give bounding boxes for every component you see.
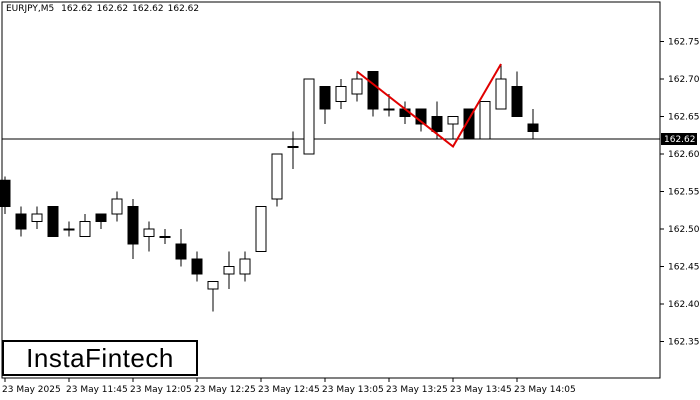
candle-bull bbox=[287, 146, 299, 148]
candle-bull bbox=[351, 78, 363, 95]
ohlc-open: 162.62 bbox=[61, 4, 93, 14]
candle-bull bbox=[111, 198, 123, 215]
candle-bull bbox=[303, 78, 315, 155]
candle-bull bbox=[143, 228, 155, 237]
x-tick-label: 23 May 12:45 bbox=[258, 385, 320, 395]
symbol-label: EURJPY,M5 bbox=[6, 4, 55, 14]
candle-bull bbox=[271, 153, 283, 200]
chart-header: EURJPY,M5 162.62 162.62 162.62 162.62 bbox=[6, 4, 203, 14]
candle-bull bbox=[239, 258, 251, 275]
candle-bear bbox=[511, 86, 523, 117]
ohlc-high: 162.62 bbox=[96, 4, 129, 14]
x-tick-label: 23 May 2025 bbox=[2, 385, 61, 395]
candle-bear bbox=[367, 71, 379, 110]
candle-bear bbox=[175, 243, 187, 260]
candle-bull bbox=[383, 108, 395, 111]
candle-bear bbox=[431, 116, 443, 132]
x-tick-label: 23 May 13:45 bbox=[450, 385, 512, 395]
x-tick-label: 23 May 12:05 bbox=[130, 385, 192, 395]
x-tick-label: 23 May 13:25 bbox=[386, 385, 448, 395]
brand-logo: InstaFintech bbox=[2, 340, 198, 376]
candle-bear bbox=[319, 86, 331, 110]
candle-bull bbox=[79, 221, 91, 237]
current-price-label: 162.62 bbox=[664, 135, 696, 145]
candle-bull bbox=[31, 213, 43, 222]
plot-frame bbox=[1, 1, 661, 379]
candle-bull bbox=[479, 101, 491, 140]
candle-bull bbox=[495, 78, 507, 110]
y-tick-label: 162.65 bbox=[668, 113, 700, 123]
y-tick-label: 162.40 bbox=[668, 300, 700, 310]
candle-bull bbox=[447, 116, 459, 125]
y-tick-label: 162.70 bbox=[668, 75, 700, 85]
y-tick-label: 162.75 bbox=[668, 38, 700, 48]
candle-bear bbox=[47, 206, 59, 237]
candle-bull bbox=[255, 206, 267, 252]
y-tick-label: 162.45 bbox=[668, 263, 700, 273]
candle-bull bbox=[223, 266, 235, 275]
x-tick-label: 23 May 14:05 bbox=[514, 385, 576, 395]
candle-bull bbox=[207, 281, 219, 290]
candle-bear bbox=[191, 258, 203, 275]
double-top-pattern-line bbox=[356, 63, 502, 148]
candle-bear bbox=[15, 213, 27, 230]
candle-bear bbox=[127, 206, 139, 245]
candle-bull bbox=[335, 86, 347, 102]
ohlc-low: 162.62 bbox=[132, 4, 164, 14]
candle-bear bbox=[463, 108, 475, 140]
x-tick-label: 23 May 13:05 bbox=[322, 385, 384, 395]
y-tick-label: 162.55 bbox=[668, 188, 700, 198]
candle-bull bbox=[159, 236, 171, 238]
ohlc-close: 162.62 bbox=[167, 4, 200, 14]
y-tick-label: 162.60 bbox=[668, 150, 700, 160]
y-tick-label: 162.50 bbox=[668, 225, 700, 235]
candle-bull bbox=[63, 228, 75, 231]
current-price-tag bbox=[661, 133, 697, 145]
x-tick-label: 23 May 11:45 bbox=[66, 385, 128, 395]
x-tick-label: 23 May 12:25 bbox=[194, 385, 256, 395]
y-tick-label: 162.35 bbox=[668, 338, 700, 348]
candle-bear bbox=[0, 179, 11, 207]
candle-bear bbox=[95, 213, 107, 222]
candle-bear bbox=[527, 123, 539, 132]
